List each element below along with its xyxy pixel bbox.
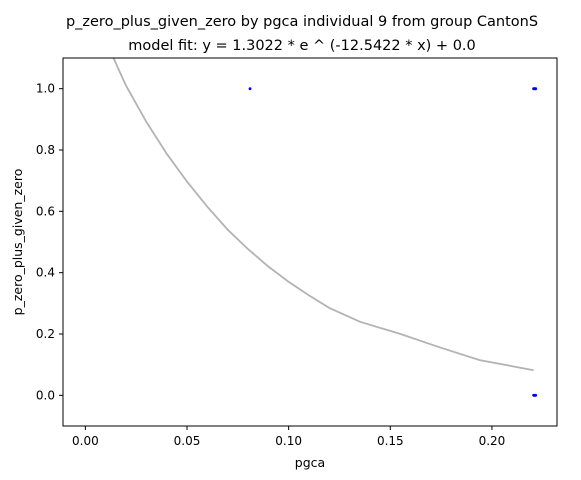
y-tick-label: 0.8 [36, 143, 55, 157]
fit-line-layer [112, 58, 534, 372]
fit-curve [112, 58, 534, 372]
x-tick-label: 0.20 [479, 434, 506, 448]
scatter-point [534, 393, 538, 397]
chart-subtitle: model fit: y = 1.3022 * e ^ (-12.5422 * … [128, 38, 476, 54]
scatter-point [248, 87, 252, 91]
y-tick-label: 0.6 [36, 204, 55, 218]
plot-frame [62, 57, 558, 427]
x-tick-label: 0.15 [377, 434, 404, 448]
x-axis-label: pgca [295, 455, 325, 470]
x-tick-label: 0.00 [72, 434, 99, 448]
x-tick-label: 0.05 [174, 434, 201, 448]
scatter-points-layer [248, 87, 538, 397]
x-axis: 0.00 0.05 0.10 0.15 0.20 [72, 426, 505, 448]
y-tick-label: 1.0 [36, 82, 55, 96]
scatter-point [534, 87, 538, 91]
y-tick-label: 0.4 [36, 266, 55, 280]
chart-title: p_zero_plus_given_zero by pgca individua… [66, 14, 538, 30]
plot-area: 0.00 0.05 0.10 0.15 0.20 0.0 0.2 0.4 0.6 0.8 1.0 [36, 57, 558, 448]
x-tick-label: 0.10 [275, 434, 302, 448]
y-axis-label: p_zero_plus_given_zero [10, 169, 25, 316]
y-tick-label: 0.0 [36, 388, 55, 402]
y-axis: 0.0 0.2 0.4 0.6 0.8 1.0 [36, 82, 63, 402]
y-tick-label: 0.2 [36, 327, 55, 341]
